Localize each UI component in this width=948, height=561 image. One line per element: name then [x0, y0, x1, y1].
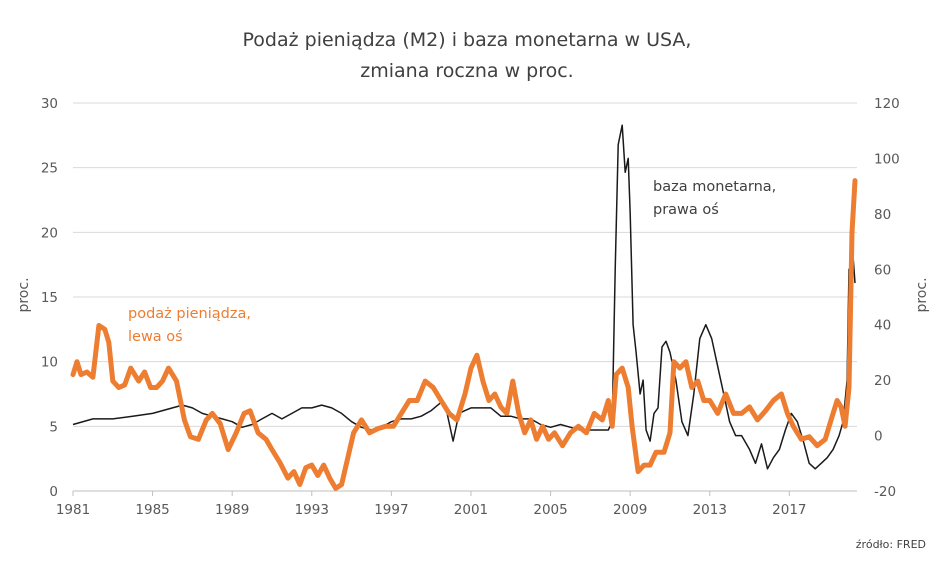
left-tick-label: 20	[41, 225, 58, 241]
x-tick-label: 2017	[772, 502, 806, 518]
annotation-m2-line-2: lewa oś	[128, 329, 183, 345]
series-line-m2	[70, 178, 858, 491]
left-tick-label: 10	[41, 355, 58, 371]
x-axis-ticks: 1981 1985 1989 1993 1997 2001 2005 2009 2013 2017	[56, 491, 807, 518]
annotation-m2-line-1: podaż pieniądza,	[128, 306, 251, 322]
right-tick-label: 80	[874, 207, 891, 223]
right-tick-label: 100	[874, 151, 900, 167]
right-tick-label: 120	[874, 96, 900, 112]
left-tick-label: 5	[49, 419, 58, 435]
right-tick-label: 20	[874, 373, 891, 389]
right-axis-label: proc.	[914, 277, 930, 312]
x-tick-label: 1993	[295, 502, 329, 518]
right-axis-ticks: -20 0 20 40 60 80 100 120	[874, 96, 900, 500]
x-tick-label: 2005	[533, 502, 567, 518]
x-tick-label: 1989	[215, 502, 249, 518]
annotation-base-line-1: baza monetarna,	[653, 179, 776, 195]
chart-title-line-2: zmiana roczna w proc.	[360, 60, 573, 82]
x-tick-label: 2001	[454, 502, 488, 518]
x-tick-label: 2013	[693, 502, 727, 518]
left-tick-label: 30	[41, 96, 58, 112]
left-tick-label: 25	[41, 161, 58, 177]
gridlines	[73, 102, 857, 427]
right-tick-label: -20	[874, 484, 896, 500]
right-tick-label: 40	[874, 318, 891, 334]
right-tick-label: 60	[874, 262, 891, 278]
left-tick-label: 0	[49, 484, 58, 500]
right-tick-label: 0	[874, 429, 883, 445]
source-note: źródło: FRED	[856, 538, 926, 551]
left-axis-ticks: 0 5 10 15 20 25 30	[41, 96, 58, 500]
x-tick-label: 1981	[56, 502, 90, 518]
chart-title-line-1: Podaż pieniądza (M2) i baza monetarna w …	[243, 29, 692, 51]
x-tick-label: 1985	[135, 502, 169, 518]
left-tick-label: 15	[41, 290, 58, 306]
left-axis-label: proc.	[16, 277, 32, 312]
x-tick-label: 1997	[374, 502, 408, 518]
x-tick-label: 2009	[613, 502, 647, 518]
annotation-base-line-2: prawa oś	[653, 202, 719, 218]
